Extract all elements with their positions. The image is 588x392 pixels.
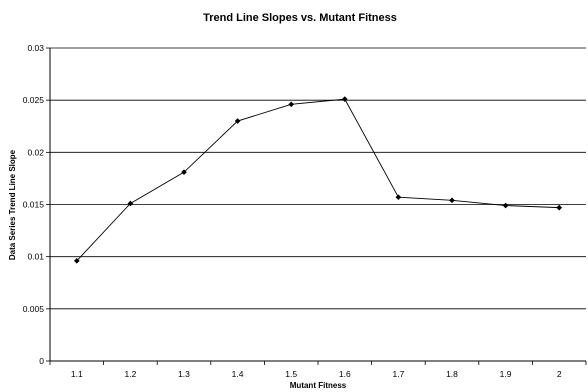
x-tick-label: 1.4 xyxy=(232,369,244,379)
y-tick-label: 0.025 xyxy=(23,95,45,105)
x-tick-label: 2 xyxy=(557,369,562,379)
x-tick-label: 1.7 xyxy=(392,369,404,379)
y-tick-label: 0.005 xyxy=(23,304,45,314)
data-point xyxy=(234,118,241,124)
data-point xyxy=(449,197,455,204)
gridlines xyxy=(50,47,586,310)
x-tick-label: 1.3 xyxy=(178,369,190,379)
y-axis-label: Data Series Trend Line Slope xyxy=(8,149,17,260)
data-point xyxy=(341,96,348,102)
y-tick-label: 0.015 xyxy=(23,200,45,210)
x-tick-label: 1.8 xyxy=(446,369,458,379)
x-tick-label: 1.5 xyxy=(285,369,297,379)
series-group xyxy=(73,96,563,264)
data-point xyxy=(288,101,295,108)
data-point xyxy=(556,204,563,211)
data-point xyxy=(395,194,402,201)
y-tick-label: 0.02 xyxy=(27,147,44,157)
x-axis-label: Mutant Fitness xyxy=(290,381,347,390)
data-point xyxy=(73,258,80,264)
y-tick-label: 0 xyxy=(39,356,44,366)
data-point xyxy=(181,169,187,175)
x-tick-label: 1.9 xyxy=(500,369,512,379)
chart-title: Trend Line Slopes vs. Mutant Fitness xyxy=(203,12,397,24)
x-tick-label: 1.2 xyxy=(124,369,136,379)
y-axis-ticks: 0 0.005 0.01 0.015 0.02 0.025 0.03 xyxy=(23,43,50,366)
x-tick-label: 1.1 xyxy=(71,369,83,379)
x-axis-ticks: 1.1 1.2 1.3 1.4 1.5 1.6 1.7 1.8 1.9 2 xyxy=(49,361,587,379)
x-tick-label: 1.6 xyxy=(339,369,351,379)
data-point xyxy=(502,202,509,209)
y-tick-label: 0.03 xyxy=(27,43,44,53)
y-tick-label: 0.01 xyxy=(27,252,44,262)
series-line xyxy=(76,98,560,262)
data-point xyxy=(127,200,134,207)
